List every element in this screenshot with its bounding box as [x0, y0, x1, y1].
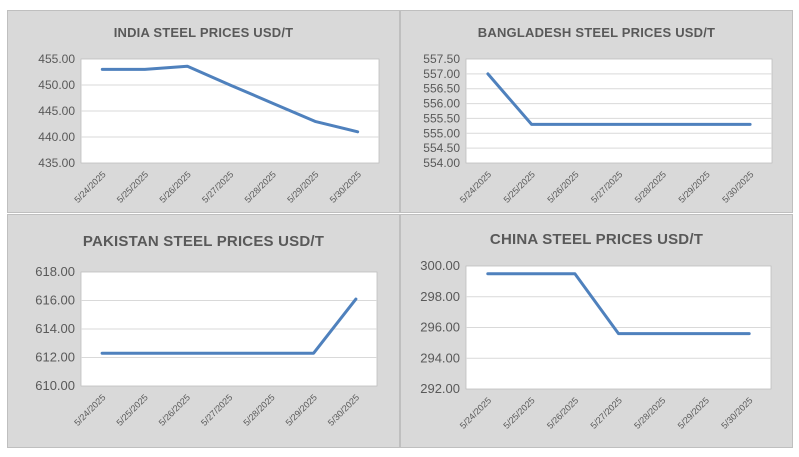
y-tick-label: 556.50	[423, 82, 460, 96]
x-tick-label: 5/25/2025	[501, 395, 536, 430]
x-tick-label: 5/28/2025	[633, 169, 668, 204]
chart-title: BANGLADESH STEEL PRICES USD/T	[477, 25, 716, 40]
y-tick-label: 298.00	[420, 289, 460, 304]
x-tick-label: 5/29/2025	[284, 392, 319, 427]
chart-panel: BANGLADESH STEEL PRICES USD/T 554.00 554.5…	[400, 10, 793, 213]
x-tick-label: 5/29/2025	[285, 169, 320, 204]
y-tick-label: 616.00	[35, 293, 75, 308]
x-tick-label: 5/26/2025	[545, 169, 580, 204]
chart-title: INDIA STEEL PRICES USD/T	[113, 25, 294, 40]
y-tick-label: 296.00	[420, 320, 460, 335]
y-tick-label: 300.00	[420, 258, 460, 273]
y-tick-label: 612.00	[35, 350, 75, 365]
y-tick-label: 557.00	[423, 67, 460, 81]
y-tick-label: 450.00	[38, 78, 75, 92]
x-tick-label: 5/26/2025	[545, 395, 580, 430]
series-line	[100, 64, 360, 134]
x-tick-label: 5/28/2025	[632, 395, 667, 430]
x-tick-label: 5/30/2025	[719, 395, 754, 430]
x-tick-label: 5/27/2025	[589, 395, 624, 430]
y-tick-label: 557.50	[423, 52, 460, 66]
chart-panel: INDIA STEEL PRICES USD/T 435.00 440.00 445.…	[7, 10, 400, 213]
x-tick-label: 5/30/2025	[720, 169, 755, 204]
x-tick-label: 5/30/2025	[328, 169, 363, 204]
series-line	[486, 272, 751, 336]
chart-title: PAKISTAN STEEL PRICES USD/T	[82, 233, 325, 250]
x-tick-label: 5/26/2025	[157, 392, 192, 427]
y-tick-label: 556.00	[423, 97, 460, 111]
series-line	[100, 297, 358, 355]
plot-area	[465, 58, 773, 164]
y-tick-label: 294.00	[420, 350, 460, 365]
y-tick-label: 610.00	[35, 378, 75, 393]
x-tick-label: 5/29/2025	[676, 169, 711, 204]
x-tick-label: 5/25/2025	[114, 392, 149, 427]
y-tick-label: 555.00	[423, 126, 460, 140]
y-tick-label: 554.00	[423, 156, 460, 170]
y-tick-label: 618.00	[35, 264, 75, 279]
x-tick-label: 5/30/2025	[326, 392, 361, 427]
x-tick-label: 5/26/2025	[157, 169, 192, 204]
x-tick-label: 5/28/2025	[243, 169, 278, 204]
x-tick-label: 5/24/2025	[72, 392, 107, 427]
chart-panel: PAKISTAN STEEL PRICES USD/T 610.00 612.00 6…	[7, 214, 400, 448]
x-tick-label: 5/27/2025	[200, 169, 235, 204]
x-tick-label: 5/27/2025	[589, 169, 624, 204]
x-tick-label: 5/29/2025	[676, 395, 711, 430]
series-line	[486, 72, 752, 126]
x-tick-label: 5/25/2025	[115, 169, 150, 204]
x-tick-label: 5/24/2025	[458, 395, 493, 430]
y-tick-label: 440.00	[38, 130, 75, 144]
y-tick-label: 445.00	[38, 104, 75, 118]
y-tick-label: 455.00	[38, 52, 75, 66]
x-tick-label: 5/27/2025	[199, 392, 234, 427]
y-tick-label: 292.00	[420, 381, 460, 396]
x-tick-label: 5/28/2025	[241, 392, 276, 427]
y-tick-label: 554.50	[423, 141, 460, 155]
x-tick-label: 5/25/2025	[502, 169, 537, 204]
x-tick-label: 5/24/2025	[458, 169, 493, 204]
x-tick-label: 5/24/2025	[72, 169, 107, 204]
chart-panel: CHINA STEEL PRICES USD/T 292.00 294.00 296.…	[400, 214, 793, 448]
y-tick-label: 555.50	[423, 111, 460, 125]
y-tick-label: 435.00	[38, 156, 75, 170]
chart-svg: 554.00554.50555.00555.50556.00556.50557.…	[423, 52, 773, 205]
chart-title: CHINA STEEL PRICES USD/T	[489, 231, 704, 248]
y-tick-label: 614.00	[35, 321, 75, 336]
